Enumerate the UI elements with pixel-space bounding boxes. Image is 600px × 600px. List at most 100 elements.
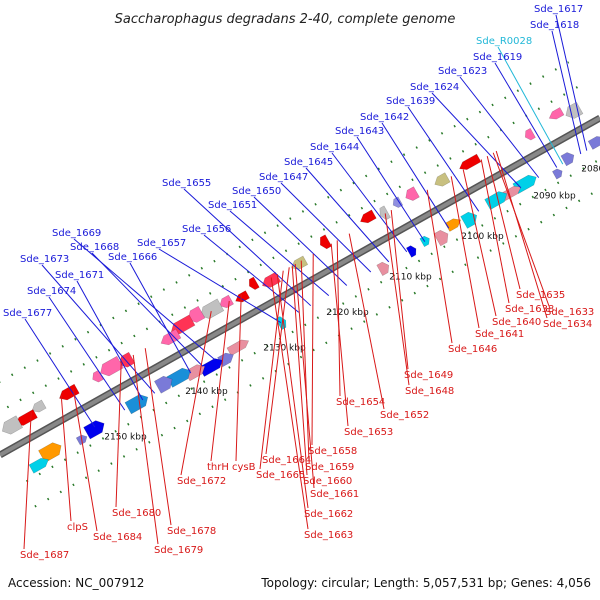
- leader-line: [253, 196, 348, 286]
- tick-marks: 2080 kbp 2090 kbp 2100 kbp 2110 kbp 2120 kbp…: [0, 61, 600, 511]
- gene-label: Sde_1641: [475, 329, 524, 340]
- leader-line: [555, 14, 588, 151]
- gene-label: Sde_1624: [410, 82, 459, 93]
- leader-line: [384, 213, 410, 386]
- leader-line: [41, 264, 156, 394]
- kbp-tick-label: 2120 kbp: [326, 308, 369, 318]
- leader-line: [72, 388, 98, 532]
- gene-label: Sde_1664: [262, 455, 311, 466]
- leader-line: [280, 182, 372, 273]
- leader-line: [486, 155, 521, 290]
- leader-line: [462, 169, 497, 317]
- leader-line: [132, 354, 159, 545]
- leader-line: [305, 167, 390, 263]
- gene-label: Sde_1646: [448, 344, 497, 355]
- tick-row: [17, 158, 600, 488]
- tick-row: [29, 187, 600, 511]
- topology-text: Topology: circular; Length: 5,057,531 bp…: [260, 576, 591, 590]
- gene-label: Sde_1668: [70, 242, 119, 253]
- leader-line: [158, 248, 282, 323]
- reverse-gene: [433, 229, 449, 247]
- leader-line: [300, 260, 310, 462]
- reverse-gene: [226, 339, 250, 356]
- leader-line: [60, 395, 72, 522]
- leader-line: [91, 252, 204, 367]
- leader-line: [390, 209, 409, 370]
- gene-label: Sde_1638: [505, 304, 554, 315]
- gene-label: thrH: [207, 462, 229, 473]
- gene-label: Sde_1648: [405, 386, 454, 397]
- leader-line: [276, 273, 309, 509]
- axis-core: [0, 116, 600, 457]
- reverse-gene: [587, 136, 600, 150]
- gene-label: Sde_1680: [112, 508, 161, 519]
- gene-label: Sde_1673: [20, 254, 69, 265]
- leader-line: [270, 277, 309, 530]
- gene-label: Sde_1672: [177, 476, 226, 487]
- gene-label: Sde_1678: [167, 526, 216, 537]
- leader-line: [48, 296, 126, 411]
- gene-label: Sde_1643: [335, 126, 384, 137]
- leader-line: [348, 233, 385, 410]
- forward-gene: [219, 294, 234, 309]
- gene-label: Sde_1657: [137, 238, 186, 249]
- leader-line: [259, 270, 284, 470]
- leader-line: [356, 136, 426, 242]
- gene-label: Sde_1653: [344, 427, 393, 438]
- gene-label: Sde_1654: [336, 397, 385, 408]
- forward-gene: [31, 399, 47, 413]
- reverse-gene: [460, 211, 478, 229]
- gene-label: Sde_1660: [303, 476, 352, 487]
- leader-line: [183, 188, 312, 307]
- forward-gene: [1, 415, 23, 435]
- kbp-tick-label: 2080 kbp: [581, 165, 600, 175]
- leader-line: [23, 412, 32, 550]
- leader-line: [431, 92, 522, 189]
- leader-line: [480, 159, 510, 304]
- forward-gene: [235, 290, 250, 303]
- gene-label: Sde_1650: [232, 186, 281, 197]
- reverse-gene: [154, 375, 173, 394]
- gene-label: Sde_1619: [473, 52, 522, 63]
- leader-line: [381, 122, 450, 229]
- forward-gene: [360, 209, 377, 224]
- reverse-gene: [560, 152, 575, 167]
- reverse-gene: [38, 442, 62, 463]
- leader-line: [144, 348, 172, 526]
- gene-label: Sde_1634: [543, 319, 592, 330]
- reverse-gene: [28, 457, 49, 474]
- gene-label: Sde_1633: [545, 307, 594, 318]
- forward-gene: [434, 172, 451, 187]
- forward-gene: [405, 186, 420, 201]
- leader-line: [129, 262, 192, 374]
- leader-line: [115, 361, 122, 508]
- leader-line: [495, 150, 548, 319]
- leader-line: [426, 189, 453, 344]
- gene-label: Sde_1644: [310, 142, 359, 153]
- leader-line: [450, 176, 480, 329]
- leader-line: [492, 152, 550, 307]
- leader-line: [229, 210, 330, 296]
- forward-gene: [392, 196, 404, 208]
- reverse-gene: [405, 245, 417, 258]
- gene-label: Sde_R0028: [476, 36, 532, 47]
- forward-gene: [200, 298, 225, 319]
- leader-line: [459, 76, 540, 178]
- gene-label: Sde_1639: [386, 96, 435, 107]
- forward-gene: [524, 127, 536, 141]
- genome-title: Saccharophagus degradans 2-40, complete …: [115, 12, 456, 27]
- gene-label: Sde_1661: [310, 489, 359, 500]
- gene-label: Sde_1684: [93, 532, 142, 543]
- leader-line: [330, 243, 349, 427]
- leader-line: [551, 30, 582, 155]
- leader-line: [294, 263, 315, 489]
- kbp-tick-label: 2100 kbp: [461, 232, 504, 242]
- forward-gene: [459, 153, 482, 170]
- gene-label: Sde_1647: [259, 172, 308, 183]
- gene-label: Sde_1659: [305, 462, 354, 473]
- gene-label: cysB: [232, 462, 256, 473]
- reverse-gene: [552, 168, 563, 180]
- forward-gene: [170, 314, 196, 335]
- accession-text: Accession: NC_007912: [8, 576, 144, 590]
